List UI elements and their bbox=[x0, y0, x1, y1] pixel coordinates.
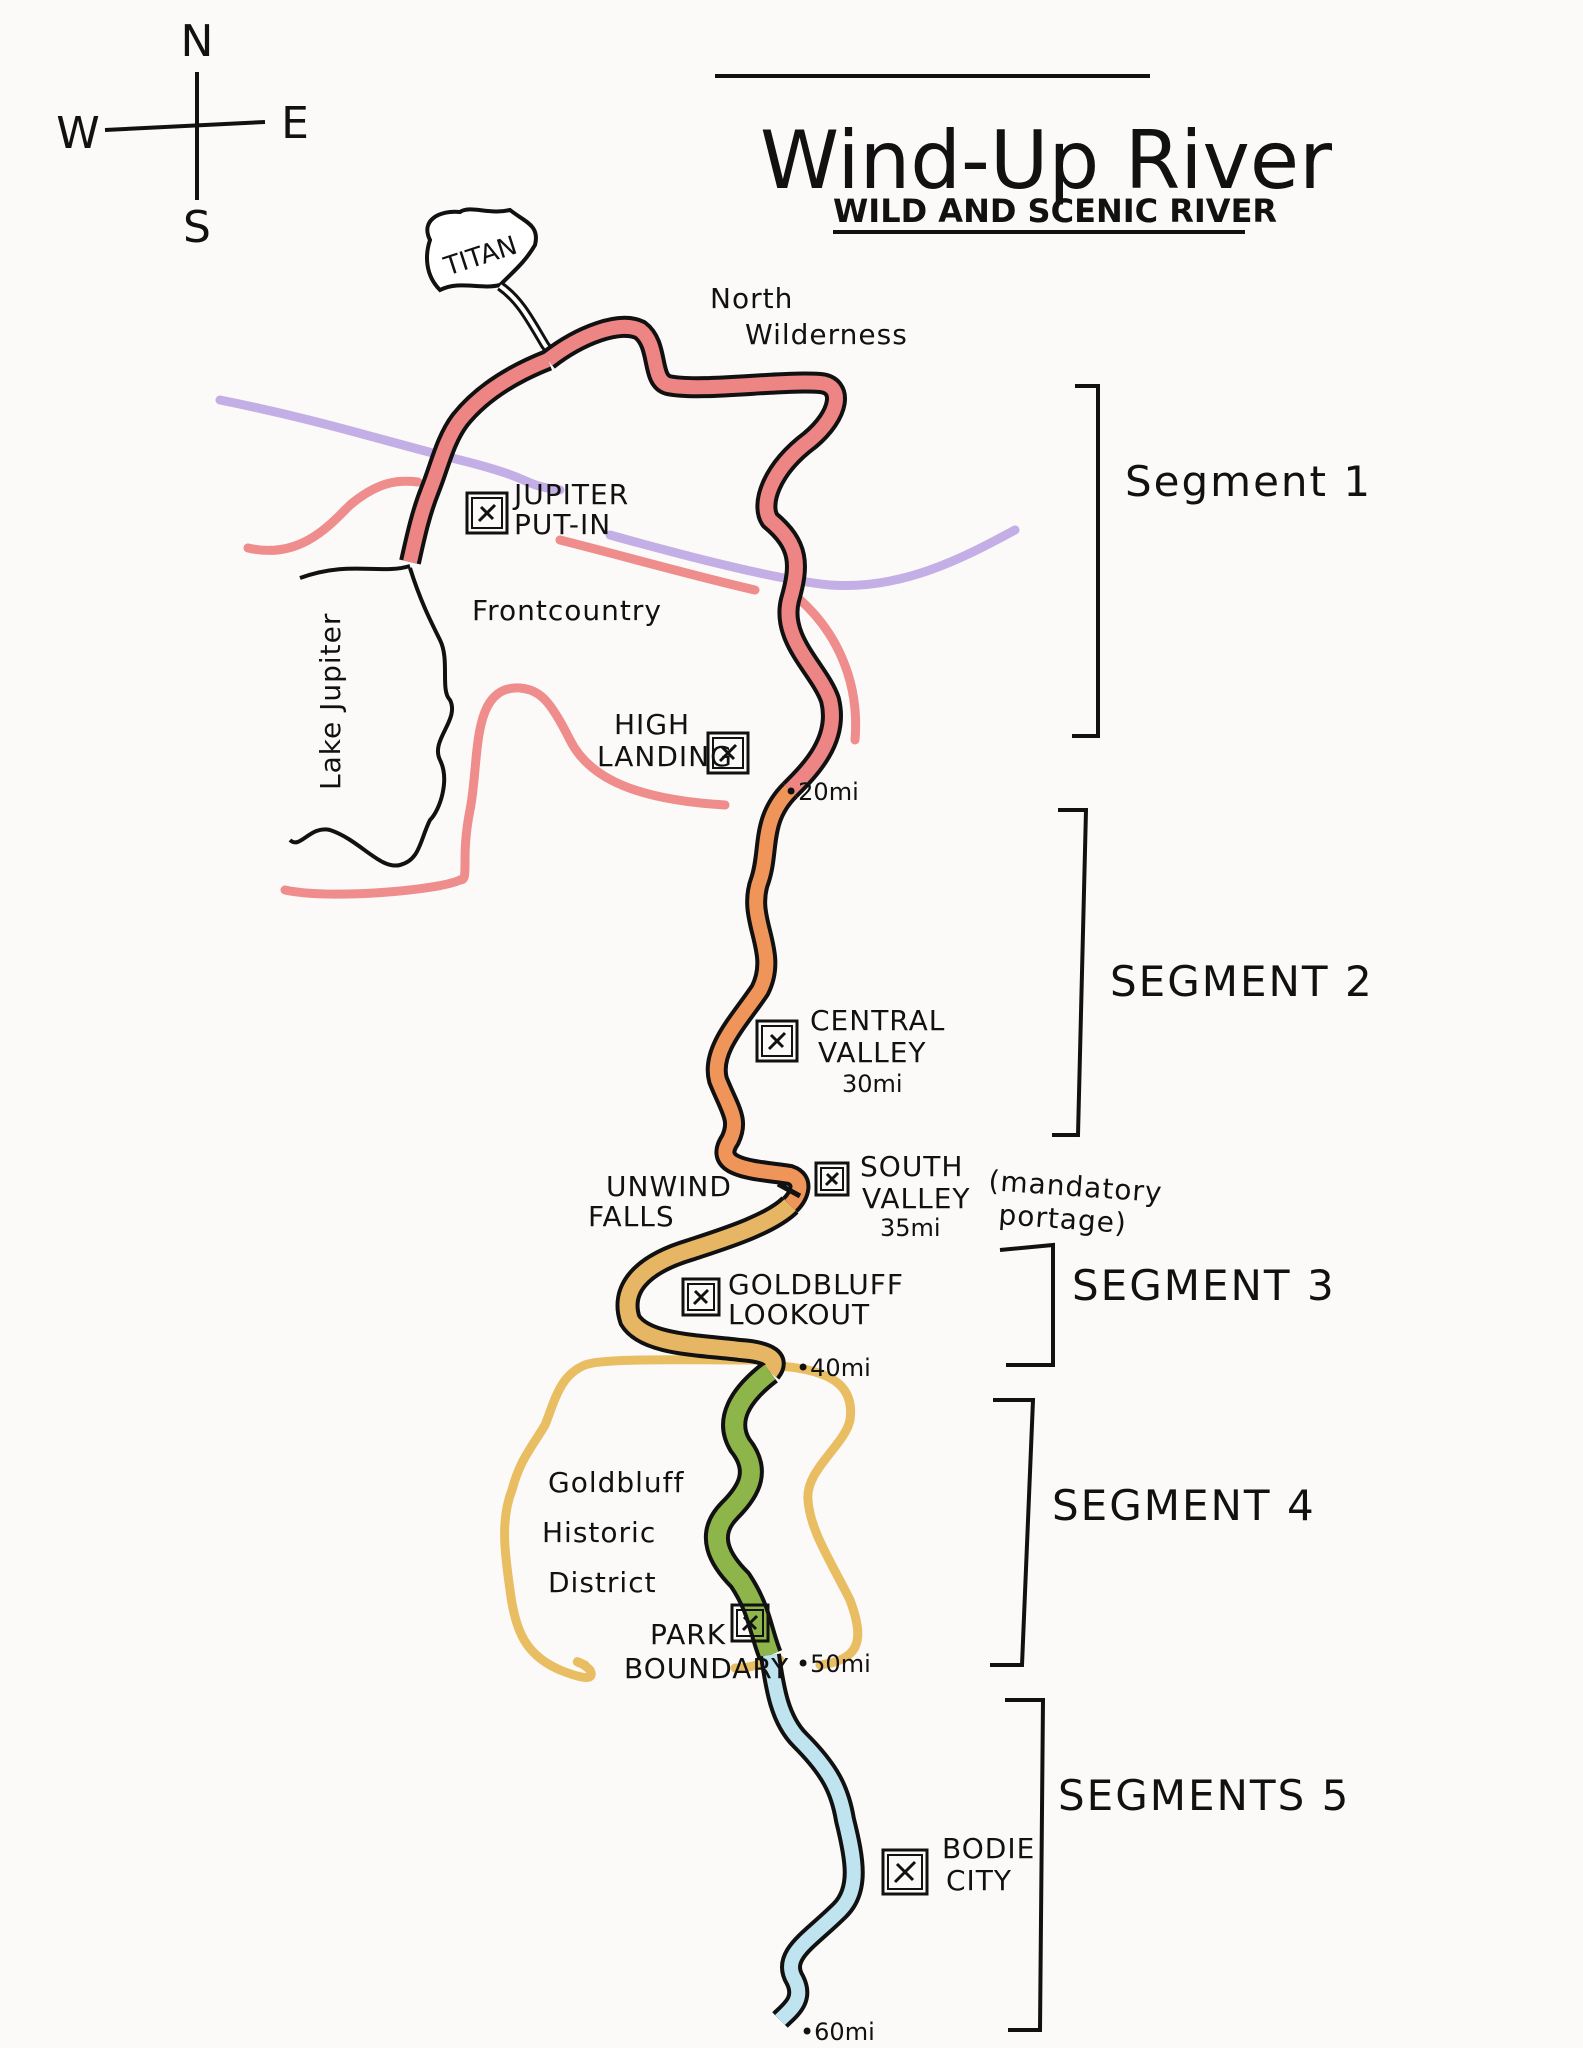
purple-road-east bbox=[605, 525, 1020, 591]
north-wilderness-label-2: Wilderness bbox=[745, 318, 908, 351]
central-valley-mile: 30mi bbox=[842, 1070, 903, 1098]
bodie-city-label-2: CITY bbox=[946, 1864, 1012, 1897]
pink-road-center bbox=[555, 535, 760, 595]
frontcountry-label: Frontcountry bbox=[472, 594, 662, 627]
jupiter-label-2: PUT-IN bbox=[514, 508, 611, 541]
purple-road-west bbox=[215, 395, 565, 495]
bodie-city-label-1: BODIE bbox=[942, 1832, 1035, 1865]
lake-shoreline bbox=[288, 564, 454, 868]
launch-icon-bodie-city bbox=[881, 1848, 929, 1896]
river-upper-west bbox=[403, 353, 551, 564]
compass-east: E bbox=[281, 98, 309, 149]
pink-road-east bbox=[793, 593, 861, 745]
titan-lake bbox=[425, 207, 538, 293]
compass-west: W bbox=[56, 108, 100, 159]
launch-icon-central-valley bbox=[755, 1019, 799, 1063]
launch-icon-jupiter bbox=[465, 491, 509, 535]
high-landing-label-2: LANDING bbox=[597, 740, 733, 773]
segment-3-bracket bbox=[999, 1242, 1055, 1367]
compass-north: N bbox=[181, 16, 214, 67]
compass-south: S bbox=[183, 202, 211, 253]
park-boundary-label-1: PARK bbox=[650, 1618, 726, 1651]
segment-2-bracket bbox=[1052, 808, 1089, 1137]
segment-2-label: SEGMENT 2 bbox=[1110, 957, 1374, 1006]
launch-icon-goldbluff-lookout bbox=[681, 1277, 721, 1317]
segment-5-label: SEGMENTS 5 bbox=[1058, 1771, 1350, 1820]
goldbluff-lookout-label-2: LOOKOUT bbox=[728, 1298, 870, 1331]
unwind-falls-label-2: FALLS bbox=[588, 1200, 675, 1233]
central-valley-label-2: VALLEY bbox=[818, 1036, 927, 1069]
river-segment-3 bbox=[619, 1199, 796, 1378]
river-segment-1 bbox=[543, 319, 843, 795]
launch-icon-high-landing bbox=[706, 731, 750, 775]
central-valley-label-1: CENTRAL bbox=[810, 1004, 945, 1037]
segment-4-label: SEGMENT 4 bbox=[1052, 1481, 1316, 1530]
goldbluff-label-3: District bbox=[548, 1566, 657, 1599]
segment-5-bracket bbox=[1005, 1698, 1046, 2032]
segment-1-label: Segment 1 bbox=[1125, 457, 1372, 506]
segment-4-bracket bbox=[990, 1398, 1036, 1667]
north-wilderness-label-1: North bbox=[710, 282, 793, 315]
south-valley-label-2: VALLEY bbox=[862, 1182, 971, 1215]
boat-launch-icons bbox=[465, 491, 929, 1896]
mile-marker-40: •40mi bbox=[796, 1354, 871, 1382]
lake-jupiter-label: Lake Jupiter bbox=[314, 613, 347, 790]
jupiter-label-1: JUPITER bbox=[512, 478, 629, 511]
gold-loop-west bbox=[500, 1355, 770, 1682]
segment-3-label: SEGMENT 3 bbox=[1072, 1261, 1336, 1310]
mile-marker-60: •60mi bbox=[800, 2018, 875, 2046]
roads bbox=[215, 395, 1020, 1682]
segment-brackets bbox=[990, 384, 1100, 2032]
map-subtitle: WILD AND SCENIC RIVER bbox=[833, 192, 1277, 230]
river-segment-5 bbox=[763, 1654, 861, 2026]
goldbluff-lookout-label-1: GOLDBLUFF bbox=[728, 1268, 904, 1301]
unwind-falls-label-1: UNWIND bbox=[606, 1170, 732, 1203]
mile-marker-20: •20mi bbox=[784, 778, 859, 806]
mile-marker-50: •50mi bbox=[796, 1650, 871, 1678]
launch-icon-south-valley bbox=[814, 1161, 850, 1197]
compass-rose-icon: N S E W bbox=[56, 16, 309, 253]
park-boundary-label-2: BOUNDARY bbox=[624, 1652, 789, 1685]
river-segment-2 bbox=[709, 785, 807, 1210]
map-title: Wind-Up River bbox=[760, 114, 1332, 207]
gold-loop-east bbox=[775, 1361, 863, 1670]
south-valley-label-1: SOUTH bbox=[860, 1150, 963, 1183]
goldbluff-label-1: Goldbluff bbox=[548, 1466, 685, 1499]
pink-road-north-west bbox=[243, 476, 423, 555]
south-valley-mile: 35mi bbox=[880, 1214, 941, 1242]
high-landing-label-1: HIGH bbox=[614, 708, 690, 741]
falls-marker bbox=[776, 1181, 802, 1199]
segment-1-bracket bbox=[1072, 384, 1100, 738]
goldbluff-label-2: Historic bbox=[542, 1516, 656, 1549]
pink-road-south bbox=[280, 683, 730, 899]
launch-icon-park-boundary bbox=[730, 1603, 770, 1643]
